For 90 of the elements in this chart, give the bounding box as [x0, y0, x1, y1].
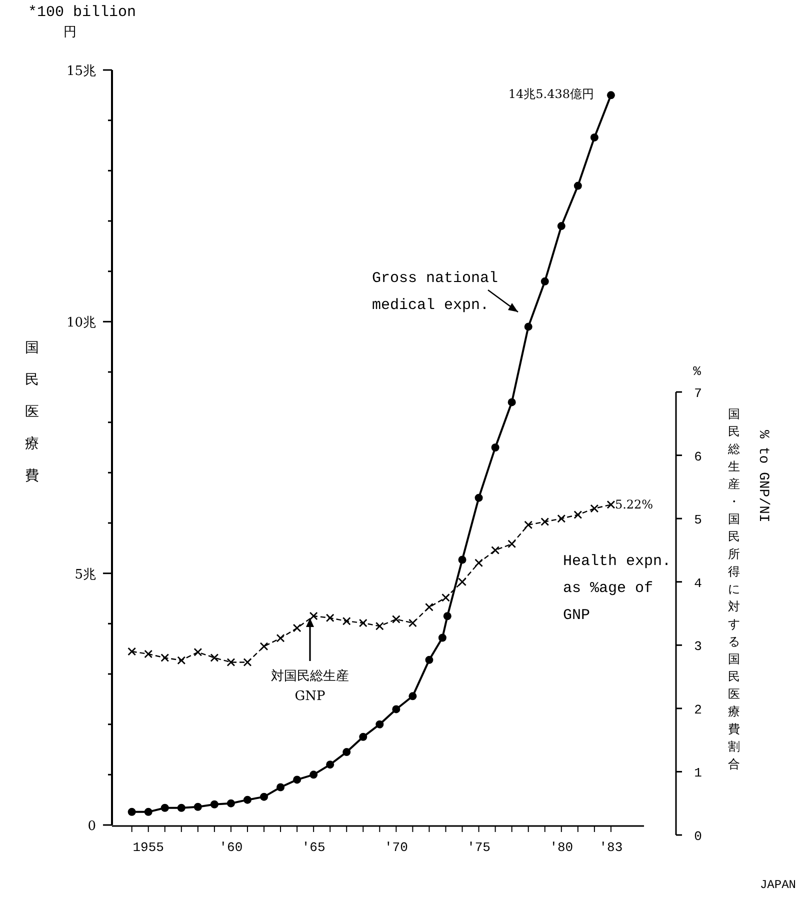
annotation: 対国民総生産 GNP — [271, 668, 349, 704]
point — [491, 546, 500, 554]
text: *100 billion — [28, 4, 136, 21]
point — [524, 520, 533, 530]
point — [310, 770, 318, 779]
point — [442, 593, 450, 602]
point — [606, 500, 616, 509]
point — [128, 647, 136, 656]
point — [194, 802, 202, 811]
y-tick-label: 10兆 — [66, 316, 96, 331]
point — [342, 748, 351, 756]
point — [408, 692, 417, 700]
point — [540, 277, 549, 286]
text: JAPAN — [760, 878, 796, 892]
point — [491, 444, 500, 452]
point — [276, 783, 285, 792]
point — [376, 720, 384, 728]
point — [557, 222, 566, 230]
point — [590, 133, 598, 142]
point — [524, 322, 532, 331]
point — [226, 658, 236, 666]
point — [243, 796, 252, 804]
point — [276, 634, 285, 642]
point — [425, 602, 434, 612]
point — [606, 91, 615, 100]
y2-tick-label: 3 — [694, 639, 702, 654]
point — [342, 616, 351, 626]
y2-tick-label: 7 — [694, 386, 702, 401]
point — [210, 800, 218, 808]
point — [574, 510, 582, 519]
point — [326, 760, 334, 769]
point — [392, 614, 400, 624]
point — [177, 656, 186, 665]
y2-tick-label: 0 — [694, 829, 702, 844]
y2-tick-label: 2 — [694, 702, 702, 718]
point — [508, 540, 516, 548]
point — [574, 182, 582, 190]
point — [474, 558, 483, 568]
point — [508, 398, 516, 406]
x-tick-label: '60 — [219, 840, 243, 855]
point — [210, 654, 219, 662]
x-tick-label: '75 — [467, 840, 490, 855]
x-tick-label: 1955 — [132, 840, 164, 855]
y-tick-label: 5兆 — [74, 567, 96, 582]
y2-tick-label: 4 — [694, 576, 702, 591]
point — [292, 624, 302, 632]
point — [260, 642, 268, 651]
point — [326, 614, 334, 622]
point — [438, 634, 446, 642]
point — [458, 578, 466, 586]
text: % — [693, 364, 702, 379]
x-tick-label: '70 — [384, 840, 408, 855]
point — [160, 804, 169, 812]
point — [443, 612, 452, 620]
y2-tick-label: 6 — [694, 449, 702, 464]
point — [557, 514, 566, 523]
point — [293, 776, 302, 784]
y2-tick-label: 1 — [694, 766, 702, 781]
text: 円 — [64, 25, 76, 40]
annotation: 14兆5.438億円 — [508, 87, 594, 101]
point — [458, 556, 466, 564]
data-label: 5.22% — [614, 498, 654, 512]
point — [474, 494, 483, 502]
point — [540, 518, 550, 526]
point — [128, 808, 136, 816]
point — [375, 622, 384, 630]
point — [358, 618, 368, 628]
point — [243, 658, 252, 666]
x-tick-label: '65 — [302, 840, 326, 855]
point — [144, 650, 153, 658]
point — [359, 732, 368, 741]
point — [309, 612, 318, 620]
y2-tick-label: 5 — [694, 512, 702, 528]
y2label: 国民総生産・国民所得に対する国民医療費割合 — [728, 407, 740, 771]
point — [590, 504, 599, 513]
ylabel: 国民医療費 — [25, 340, 39, 484]
point — [194, 648, 202, 656]
y-tick-label: 0 — [88, 819, 96, 834]
x-tick-label: '83 — [599, 840, 623, 855]
point — [144, 808, 152, 816]
point — [160, 654, 170, 662]
point — [425, 656, 434, 664]
point — [408, 618, 417, 628]
x-tick-label: '80 — [550, 840, 574, 855]
point — [177, 804, 186, 812]
y-tick-label: 15兆 — [66, 64, 96, 79]
point — [392, 705, 400, 714]
point — [226, 799, 235, 808]
point — [260, 792, 268, 801]
text: % to GNP/NI — [755, 430, 771, 522]
